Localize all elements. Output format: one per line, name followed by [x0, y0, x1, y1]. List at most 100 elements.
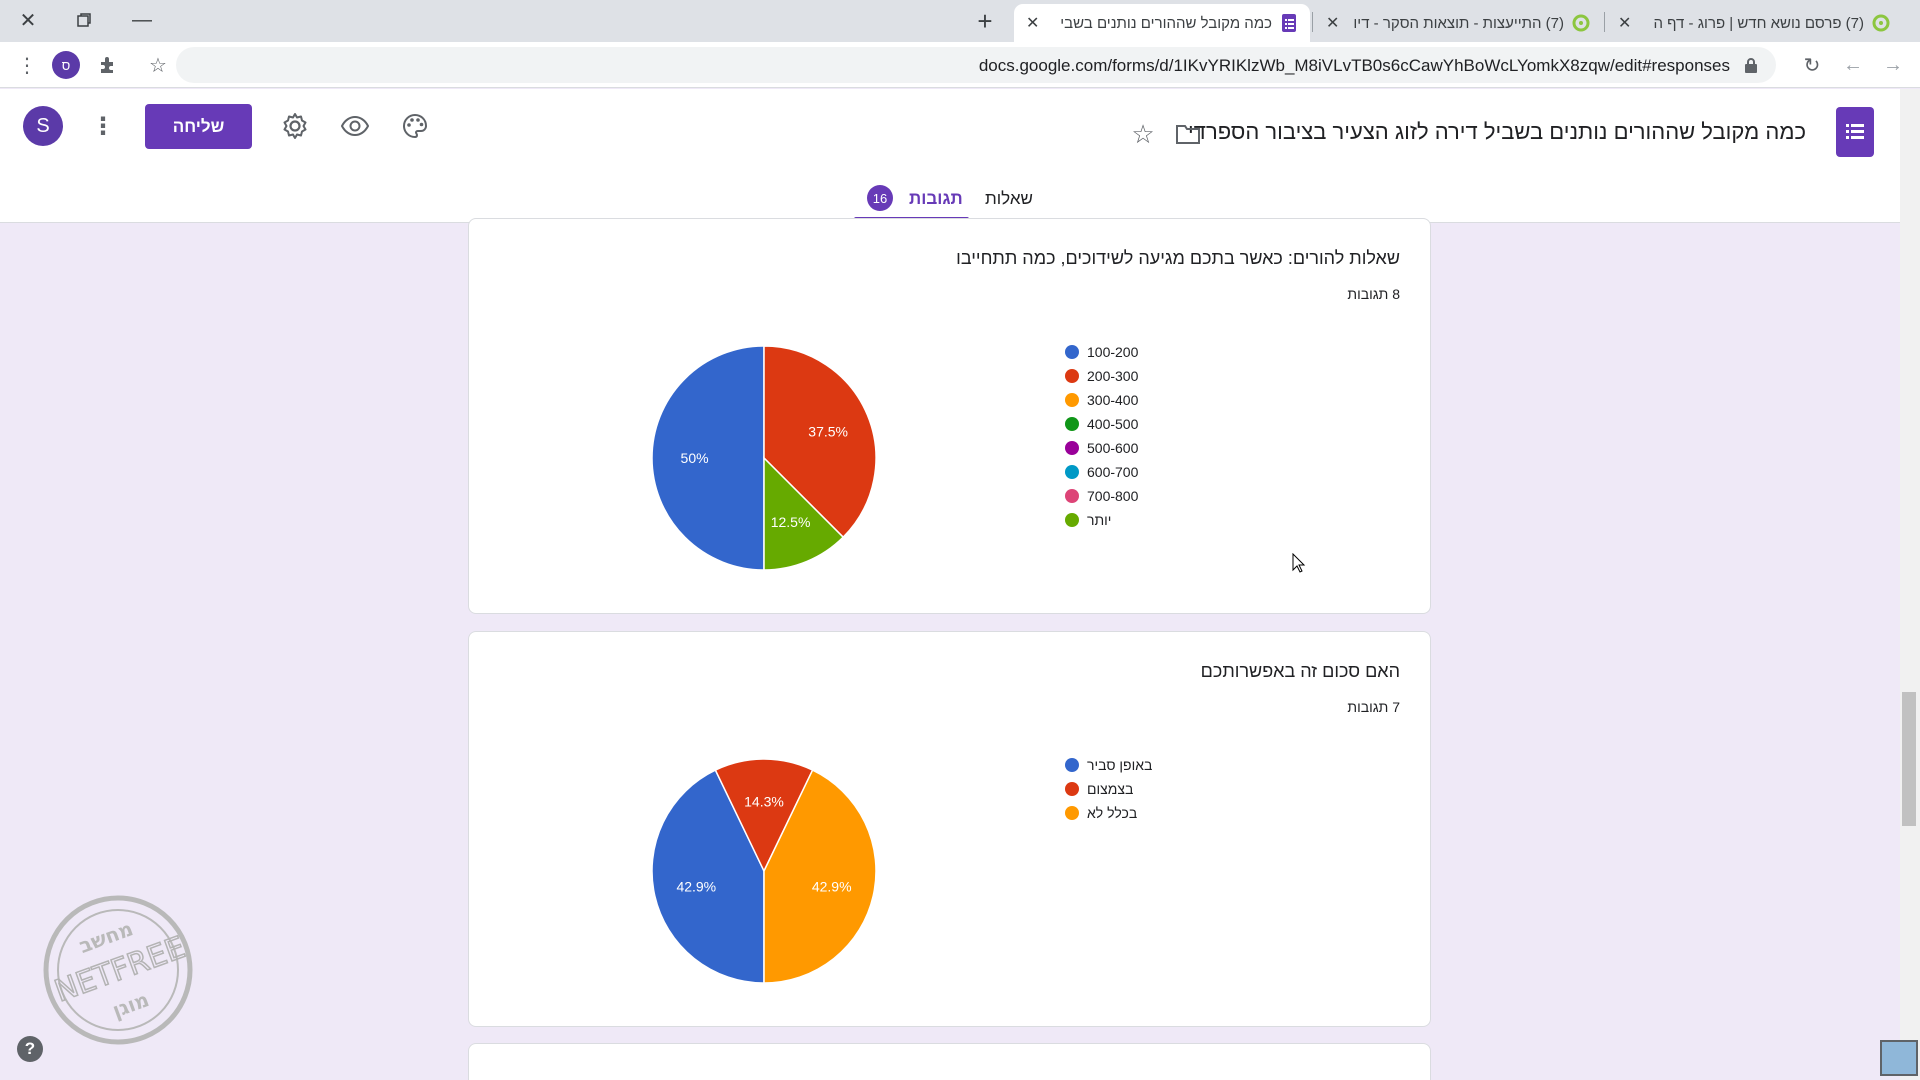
question-title: שאלות להורים: כאשר בתכם מגיעה לשידוכים, …: [956, 248, 1400, 268]
tab-title: (7) התייעצות - תוצאות הסקר - דיו: [1353, 14, 1564, 32]
pie-slice[interactable]: [651, 769, 765, 984]
tab-title: כמה מקובל שההורים נותנים בשבי: [1060, 14, 1272, 32]
pie-slice[interactable]: [651, 345, 765, 571]
responses-count-badge: 16: [867, 185, 893, 211]
slice-label: 14.3%: [744, 794, 784, 810]
close-tab-icon[interactable]: ✕: [1026, 15, 1040, 32]
settings-gear-icon[interactable]: [275, 106, 315, 146]
legend-swatch: [1065, 441, 1079, 455]
address-bar-row: ⋮ ס ☆ docs.google.com/forms/d/1IKvYRIKlz…: [0, 42, 1920, 88]
prog-favicon-icon: [1572, 14, 1590, 32]
legend-label: 600-700: [1087, 464, 1139, 480]
palette-icon[interactable]: [395, 106, 435, 146]
pie-slice[interactable]: [763, 345, 877, 539]
legend-label: באופן סביר: [1087, 757, 1153, 773]
browser-menu-icon[interactable]: ⋮: [17, 54, 37, 77]
close-window-icon[interactable]: ✕: [19, 9, 37, 32]
legend-item[interactable]: בצמצום: [1065, 781, 1133, 797]
tab-questions[interactable]: שאלות: [985, 189, 1033, 208]
netfree-stamp-watermark: מחשב NETFREE מוגן: [43, 895, 193, 1045]
legend-item[interactable]: 200-300: [1065, 368, 1138, 384]
omnibox[interactable]: docs.google.com/forms/d/1IKvYRIKlzWb_M8i…: [176, 47, 1776, 83]
question-summary-card: שאלות להורים: כאשר בתכם מגיעה לשידוכים, …: [468, 218, 1431, 614]
response-count: 7 תגובות: [1347, 699, 1400, 715]
legend-label: 100-200: [1087, 344, 1139, 360]
tab-survey-results[interactable]: (7) התייעצות - תוצאות הסקר - דיו ✕: [1314, 4, 1602, 42]
legend-item[interactable]: 500-600: [1065, 440, 1138, 456]
minimize-window-icon[interactable]: —: [132, 8, 152, 31]
browser-profile-avatar[interactable]: ס: [52, 51, 80, 79]
slice-label: 42.9%: [676, 878, 716, 894]
forward-arrow-icon[interactable]: →: [1883, 53, 1903, 76]
google-forms-logo-icon[interactable]: [1836, 107, 1874, 157]
reload-icon[interactable]: ↻: [1803, 54, 1821, 77]
slice-label: 42.9%: [812, 878, 852, 894]
slice-label: 12.5%: [771, 514, 811, 530]
more-options-icon[interactable]: ⋮: [91, 112, 115, 140]
bookmark-star-icon[interactable]: ☆: [149, 54, 167, 77]
legend-swatch: [1065, 758, 1079, 772]
legend-label: בכלל לא: [1087, 805, 1138, 821]
mouse-cursor-icon: [1292, 553, 1306, 573]
tab-separator: [1604, 12, 1605, 32]
legend-label: 400-500: [1087, 416, 1139, 432]
slice-label: 50%: [681, 450, 709, 466]
legend-label: 200-300: [1087, 368, 1139, 384]
tab-separator: [1312, 12, 1313, 32]
chart-legend: 100-200 200-300 300-400 400-500 500-600 …: [1065, 344, 1265, 528]
forms-header: כמה מקובל שההורים נותנים בשביל דירה לזוג…: [0, 89, 1900, 223]
tab-responses[interactable]: תגובות: [909, 189, 963, 208]
legend-swatch: [1065, 345, 1079, 359]
legend-item[interactable]: בכלל לא: [1065, 805, 1137, 821]
slice-label: 37.5%: [808, 423, 848, 439]
legend-item[interactable]: יותר: [1065, 512, 1111, 528]
legend-label: בצמצום: [1087, 781, 1134, 797]
legend-label: 500-600: [1087, 440, 1139, 456]
user-avatar[interactable]: S: [23, 106, 63, 146]
taskbar-thumbnail-icon: [1880, 1040, 1918, 1076]
browser-tab-bar: ✕ — + כמה מקובל שההורים נותנים בשבי ✕ (7…: [0, 0, 1920, 42]
pie-chart: 50% 37.5% 12.5%: [651, 345, 877, 571]
legend-item[interactable]: 600-700: [1065, 464, 1138, 480]
legend-swatch: [1065, 465, 1079, 479]
stamp-bottom-text: מוגן: [109, 987, 152, 1022]
google-forms-favicon-icon: [1282, 14, 1296, 32]
star-icon[interactable]: ☆: [1131, 118, 1155, 149]
extensions-icon[interactable]: [93, 50, 123, 80]
send-button[interactable]: שליחה: [145, 104, 252, 149]
legend-swatch: [1065, 417, 1079, 431]
legend-item[interactable]: 400-500: [1065, 416, 1138, 432]
pie-slice[interactable]: [763, 769, 877, 984]
legend-swatch: [1065, 782, 1079, 796]
lock-icon: [1745, 58, 1757, 73]
help-icon[interactable]: ?: [17, 1036, 43, 1062]
chart-legend: באופן סביר בצמצום בכלל לא: [1065, 757, 1265, 837]
question-title: האם סכום זה באפשרותכם: [1200, 661, 1400, 681]
legend-swatch: [1065, 393, 1079, 407]
tab-google-forms[interactable]: כמה מקובל שההורים נותנים בשבי ✕: [1014, 4, 1310, 42]
legend-swatch: [1065, 489, 1079, 503]
preview-eye-icon[interactable]: [335, 106, 375, 146]
legend-item[interactable]: 100-200: [1065, 344, 1138, 360]
close-tab-icon[interactable]: ✕: [1618, 15, 1632, 32]
scrollbar-thumb[interactable]: [1902, 692, 1916, 826]
back-arrow-icon[interactable]: ←: [1843, 53, 1863, 76]
response-count: 8 תגובות: [1347, 286, 1400, 302]
pie-slice[interactable]: [763, 456, 845, 571]
restore-window-icon[interactable]: [64, 4, 104, 36]
close-tab-icon[interactable]: ✕: [1326, 15, 1340, 32]
new-tab-button[interactable]: +: [977, 5, 993, 36]
page-scrollbar[interactable]: [1900, 89, 1920, 1080]
tab-title: (7) פרסם נושא חדש | פרוג - דף ה: [1653, 14, 1864, 32]
pie-slice[interactable]: [714, 758, 814, 873]
legend-label: 300-400: [1087, 392, 1139, 408]
legend-item[interactable]: באופן סביר: [1065, 757, 1152, 773]
folder-icon[interactable]: [1168, 114, 1208, 154]
prog-favicon-icon: [1872, 14, 1890, 32]
form-title[interactable]: כמה מקובל שההורים נותנים בשביל דירה לזוג…: [1188, 119, 1806, 144]
tab-new-topic[interactable]: (7) פרסם נושא חדש | פרוג - דף ה ✕: [1606, 4, 1902, 42]
legend-item[interactable]: 700-800: [1065, 488, 1138, 504]
legend-item[interactable]: 300-400: [1065, 392, 1138, 408]
legend-swatch: [1065, 806, 1079, 820]
legend-label: יותר: [1087, 512, 1112, 528]
